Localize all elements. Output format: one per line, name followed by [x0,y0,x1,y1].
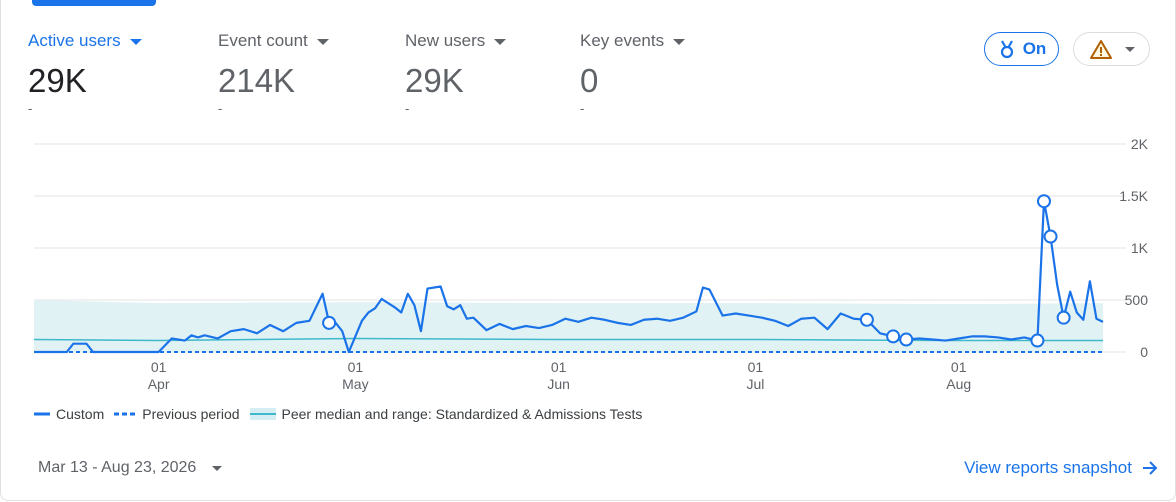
chevron-down-icon [494,38,507,45]
arrow-right-icon [1143,461,1158,475]
y-tick-label: 0 [1140,344,1148,360]
metric-value: 0 [580,62,599,99]
x-tick-day: 01 [151,359,167,375]
anomaly-point [322,315,337,330]
x-tick-month: Aug [946,376,971,392]
view-reports-snapshot-link[interactable]: View reports snapshot [964,458,1158,478]
warning-triangle-icon [1089,39,1112,59]
dashed-line-icon [114,412,137,416]
chevron-down-icon [129,38,142,45]
y-tick-label: 2K [1131,136,1149,152]
metric-new-users[interactable]: New users 29K - [405,30,507,116]
active-tab-indicator [32,0,156,6]
anomaly-toggle-button[interactable]: On [984,32,1059,66]
custom-series-line [34,200,1104,354]
chevron-down-icon [1124,46,1135,52]
date-range-selector[interactable]: Mar 13 - Aug 23, 2026 [38,459,223,477]
metric-active-users[interactable]: Active users 29K - [28,30,142,116]
x-tick-month: Jul [746,376,764,392]
anomaly-point [859,312,874,327]
x-tick-day: 01 [348,359,364,375]
toggle-label: On [1022,39,1047,58]
metric-value: 214K [218,62,296,99]
metric-label: Key events [580,31,665,50]
chart-legend: Custom Previous period Peer median and r… [34,406,652,422]
y-tick-label: 500 [1125,292,1149,308]
legend-item-previous-period: Previous period [114,406,240,422]
x-tick-day: 01 [951,359,967,375]
medal-icon [1000,40,1013,59]
anomaly-point [899,332,914,347]
x-tick-day: 01 [551,359,567,375]
metric-event-count[interactable]: Event count 214K - [218,30,329,116]
chevron-down-icon [673,38,686,45]
metric-value: 29K [28,62,87,99]
y-tick-label: 1K [1131,240,1149,256]
anomaly-point [1056,310,1071,325]
y-tick-label: 1.5K [1119,188,1148,204]
metric-delta: - [405,101,410,116]
date-range-label: Mar 13 - Aug 23, 2026 [38,459,197,476]
metric-delta: - [218,101,223,116]
metric-label: Event count [218,31,308,50]
metric-delta: - [580,101,585,116]
band-icon [249,408,276,420]
warning-menu-button[interactable] [1073,32,1150,66]
legend-label: Previous period [142,406,240,422]
metric-key-events[interactable]: Key events 0 - [580,30,686,116]
solid-line-icon [34,412,50,416]
metric-value: 29K [405,62,464,99]
anomaly-point [1043,229,1058,244]
legend-item-custom: Custom [34,406,104,422]
peer-range-band [34,300,1103,352]
peer-median-line [33,337,1103,342]
legend-label: Peer median and range: Standardized & Ad… [281,406,643,422]
metric-label: Active users [28,31,121,50]
chevron-down-icon [212,465,223,471]
x-tick-month: Jun [547,376,570,392]
anomaly-point [886,329,901,344]
snapshot-link-label: View reports snapshot [964,458,1132,477]
x-tick-month: May [342,376,368,392]
x-tick-day: 01 [748,359,764,375]
legend-label: Custom [56,406,105,422]
anomaly-point [1030,333,1045,348]
metric-delta: - [28,101,33,116]
anomaly-point [1036,194,1051,209]
legend-item-peer-median: Peer median and range: Standardized & Ad… [249,406,643,422]
chevron-down-icon [316,38,329,45]
x-tick-month: Apr [148,376,170,392]
metric-label: New users [405,31,486,50]
